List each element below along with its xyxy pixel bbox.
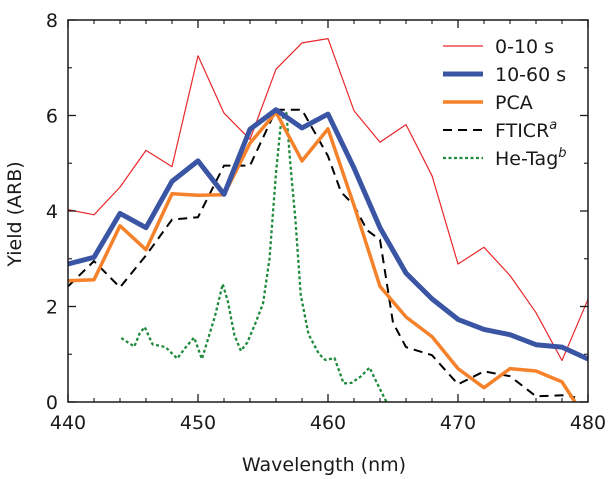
series-layer [67,37,590,403]
y-tick-label: 8 [46,10,58,32]
legend-label: PCA [495,92,533,114]
x-axis-label: Wavelength (nm) [242,454,406,476]
y-tick-label: 2 [46,297,58,319]
x-tick-label: 450 [180,412,216,434]
x-tick-label: 480 [570,412,606,434]
series-line-10-60-s [67,107,590,362]
series-line-fticr [67,108,576,399]
legend-superscript: a [549,118,557,133]
y-tick-label: 0 [46,392,58,414]
series-line-0-10-s [67,37,589,362]
legend-label: 0-10 s [495,36,554,58]
series-line-pca [67,110,577,403]
y-tick-label: 4 [46,201,58,223]
y-axis-label: Yield (ARB) [4,161,26,267]
y-tick-label: 6 [46,106,58,128]
legend: 0-10 s 10-60 s PCA FTICRa He-Tagb [443,36,567,170]
legend-label: He-Tagb [495,146,567,170]
series-line-he-tag [120,111,388,403]
legend-superscript: b [558,146,566,161]
x-tick-label: 440 [50,412,86,434]
x-tick-label: 460 [310,412,346,434]
ticks-layer: 440 450 460 470 480 0 2 4 6 8 [46,10,606,434]
legend-label: FTICRa [495,118,557,142]
plot-frame [67,19,589,403]
legend-label: 10-60 s [495,64,566,86]
x-tick-label: 470 [440,412,476,434]
